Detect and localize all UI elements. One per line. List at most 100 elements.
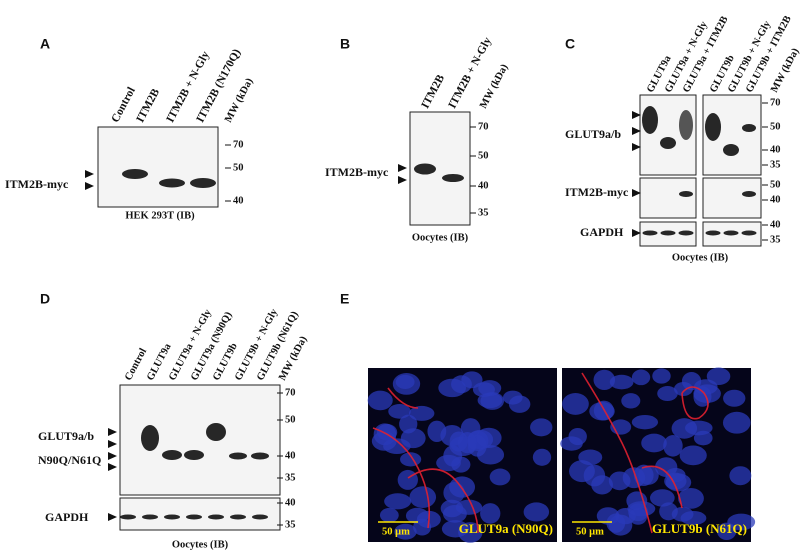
band-label: N90Q/N61Q <box>38 453 101 467</box>
nucleus <box>679 445 707 466</box>
membrane-stain <box>372 387 479 534</box>
band <box>678 230 694 236</box>
nucleus <box>399 414 418 434</box>
band <box>230 514 246 520</box>
mw-marker: 40 <box>770 144 781 155</box>
caption: Oocytes (IB) <box>672 252 729 263</box>
arrowhead <box>108 440 117 448</box>
mw-marker: 70 <box>233 139 244 150</box>
nucleus <box>641 433 667 453</box>
nucleus <box>395 374 415 389</box>
mw-marker: 35 <box>478 207 489 218</box>
nucleus <box>706 367 731 386</box>
mw-marker: 35 <box>770 159 781 170</box>
nucleus <box>408 405 435 421</box>
nucleus <box>523 502 550 522</box>
nucleus <box>723 389 746 407</box>
arrowhead <box>632 189 641 197</box>
band <box>642 106 658 134</box>
nucleus <box>678 487 704 509</box>
blot <box>702 177 762 219</box>
panel-label: D <box>40 291 50 307</box>
panel-label: C <box>565 36 575 52</box>
mw-marker: 35 <box>285 472 296 483</box>
image-title: GLUT9b (N61Q) <box>652 521 747 536</box>
arrowhead <box>632 111 641 119</box>
mw-marker: 40 <box>770 194 781 205</box>
band <box>660 230 676 236</box>
nucleus <box>681 372 702 391</box>
band <box>141 425 159 451</box>
nucleus <box>379 507 399 523</box>
mw-marker: 50 <box>285 414 296 425</box>
nucleus <box>384 493 412 510</box>
nucleus <box>397 469 418 490</box>
mw-marker: 40 <box>233 195 244 206</box>
arrowhead <box>85 170 94 178</box>
band-label: ITM2B-myc <box>325 165 389 179</box>
nucleus <box>476 427 502 448</box>
nucleus <box>394 523 417 540</box>
nucleus <box>631 369 651 386</box>
nucleus <box>449 436 477 457</box>
mw-marker: 70 <box>285 387 296 398</box>
nucleus <box>532 448 552 466</box>
nucleus <box>409 486 437 509</box>
panel-label: A <box>40 36 50 52</box>
mw-marker: 40 <box>285 450 296 461</box>
nucleus <box>508 395 531 413</box>
nucleus <box>455 499 483 515</box>
nucleus <box>476 445 505 465</box>
band <box>742 191 756 197</box>
mw-marker: 50 <box>770 121 781 132</box>
arrowhead <box>108 428 117 436</box>
band <box>229 452 247 460</box>
band <box>252 514 268 520</box>
nucleus <box>627 501 656 517</box>
mw-marker: 35 <box>285 519 296 530</box>
band <box>723 144 739 156</box>
nucleus <box>591 475 613 495</box>
band-label: GAPDH <box>45 510 89 524</box>
nucleus <box>562 393 589 415</box>
panel-label: B <box>340 36 350 52</box>
scale-label: 50 μm <box>576 526 604 537</box>
nucleus <box>438 378 467 398</box>
mw-marker: 50 <box>770 179 781 190</box>
nucleus <box>458 522 483 543</box>
lane-label: ITM2B <box>419 73 447 111</box>
arrowhead <box>398 176 407 184</box>
nucleus <box>671 418 698 439</box>
blot <box>639 177 697 219</box>
band <box>159 178 185 188</box>
band-label: ITM2B-myc <box>5 177 69 191</box>
mw-marker: 70 <box>770 97 781 108</box>
nucleus <box>609 374 634 390</box>
arrowhead <box>85 182 94 190</box>
scale-label: 50 μm <box>382 526 410 537</box>
band <box>162 450 182 460</box>
band <box>208 514 224 520</box>
nucleus <box>480 503 501 524</box>
nucleus <box>568 427 587 446</box>
nucleus <box>663 435 683 457</box>
band-label: GLUT9a/b <box>38 429 94 443</box>
image-title: GLUT9a (N90Q) <box>459 521 553 536</box>
band <box>742 124 756 132</box>
nucleus <box>652 368 671 384</box>
nucleus <box>477 392 503 409</box>
band <box>164 514 180 520</box>
blot <box>119 497 281 531</box>
caption: Oocytes (IB) <box>172 539 229 550</box>
nucleus <box>622 467 646 489</box>
band <box>142 514 158 520</box>
band <box>723 230 739 236</box>
arrowhead <box>632 127 641 135</box>
band <box>705 113 721 141</box>
nucleus <box>693 430 713 446</box>
arrowhead <box>108 463 117 471</box>
nucleus <box>367 390 393 411</box>
band <box>122 169 148 179</box>
band <box>679 110 693 140</box>
